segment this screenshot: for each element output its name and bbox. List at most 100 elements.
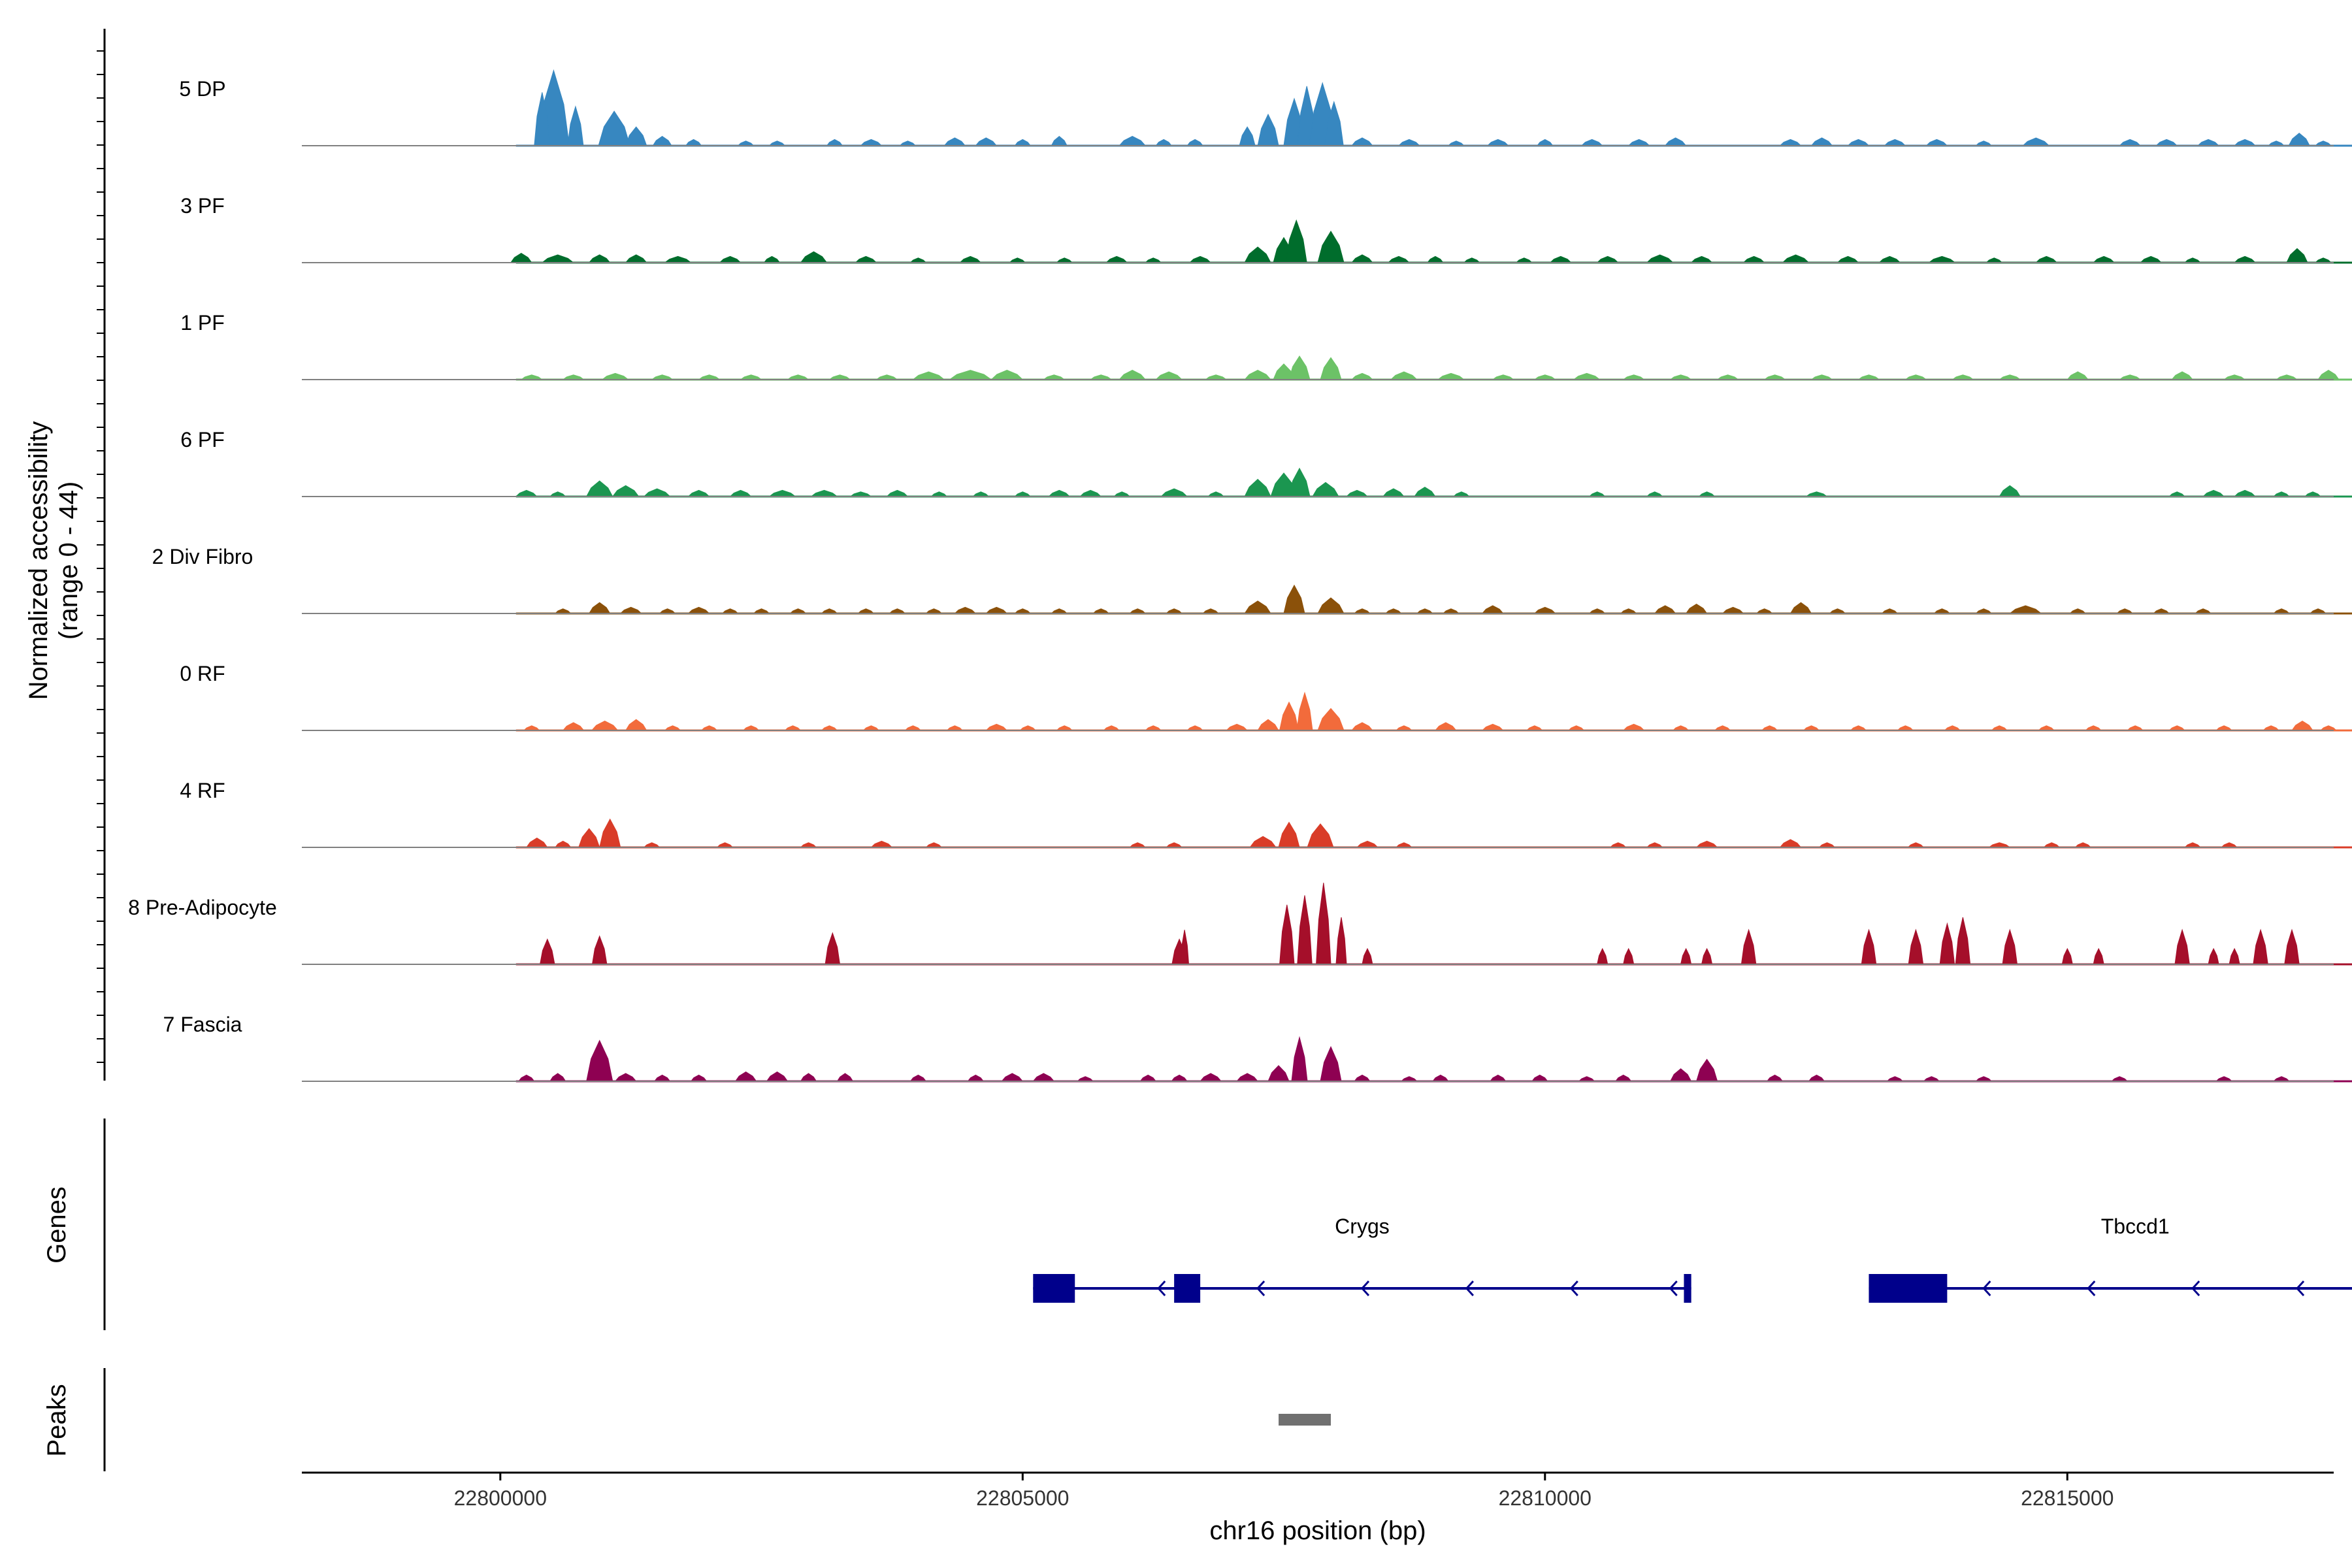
peak-regions (1279, 1414, 1331, 1426)
coverage-peak (1278, 821, 1300, 848)
track-0-rf: 0 RF (180, 662, 2352, 732)
coverage-peak (1789, 602, 1812, 614)
coverage-peak (1283, 584, 1305, 614)
coverage-peak (2174, 928, 2190, 965)
coverage-peak (1296, 691, 1313, 731)
gene-annotations: Crygs Tbccd1 (1033, 1215, 2352, 1303)
coverage-peak (2171, 371, 2194, 380)
x-tick-label: 22800000 (454, 1486, 547, 1510)
peaks-track-label: Peaks (42, 1384, 71, 1456)
track-label: 4 RF (180, 779, 225, 802)
x-tick-label: 22810000 (1499, 1486, 1592, 1510)
track-8-pre-adipocyte: 8 Pre-Adipocyte (128, 883, 2352, 966)
coverage-peak (911, 371, 945, 380)
coverage-peak (1297, 895, 1313, 965)
coverage-peak (1288, 355, 1311, 380)
strand-arrow (2296, 1280, 2305, 1297)
coverage-peak (800, 251, 828, 263)
coverage-peak (1939, 922, 1955, 965)
track-1-pf: 1 PF (180, 311, 2352, 381)
coverage-peak (1119, 136, 1147, 146)
coverage-peak (1244, 246, 1271, 263)
strand-arrow (1669, 1280, 1678, 1297)
coverage-peak (1119, 370, 1147, 380)
coverage-peak (598, 110, 630, 146)
coverage-peak (1664, 137, 1687, 146)
coverage-peak (2229, 947, 2240, 965)
coverage-peak (1312, 482, 1339, 497)
coverage-peak (1413, 487, 1436, 497)
coverage-peak (1267, 1065, 1290, 1082)
coverage-peak (539, 938, 555, 965)
gene-crygs: Crygs (1033, 1215, 1691, 1303)
coverage-peak (1779, 839, 1802, 848)
coverage-peak (1244, 600, 1271, 614)
track-2-div-fibro: 2 Div Fibro (152, 545, 2352, 615)
coverage-peak (1285, 219, 1307, 263)
coverage-peak (2061, 947, 2073, 965)
coverage-peak (1481, 605, 1504, 614)
strand-arrow (2191, 1280, 2200, 1297)
coverage-peak (586, 1039, 613, 1082)
coverage-peak (1320, 357, 1342, 380)
track-6-pf: 6 PF (180, 428, 2352, 498)
coverage-peak (1291, 1036, 1308, 1082)
x-axis-title: chr16 position (bp) (1209, 1516, 1426, 1545)
coverage-peak (1180, 930, 1190, 965)
coverage-peak (652, 135, 672, 146)
coverage-peak (625, 126, 647, 146)
coverage-peak (1244, 478, 1271, 497)
coverage-peak (1390, 371, 1418, 380)
coverage-peak (1362, 947, 1373, 965)
coverage-peak (625, 254, 647, 263)
coverage-peak (990, 370, 1024, 380)
x-axis-ticks: 22800000 22805000 22810000 22815000 (454, 1473, 2114, 1510)
coverage-peak (1320, 1045, 1342, 1082)
strand-arrow (1569, 1280, 1578, 1297)
coverage-peak (1597, 947, 1609, 965)
coverage-peak (1154, 371, 1183, 380)
coverage-peak (2022, 137, 2050, 146)
coverage-peak (766, 1071, 789, 1082)
x-tick-label: 22815000 (2021, 1486, 2114, 1510)
track-5-dp: 5 DP (179, 69, 2352, 147)
coverage-peak (1243, 370, 1272, 380)
coverage-peak (1434, 722, 1457, 731)
coverage-peak (1317, 597, 1345, 614)
coverage-peak (1279, 701, 1299, 731)
gene-tbccd1: Tbccd1 (1869, 1215, 2352, 1303)
coverage-peak (943, 137, 966, 146)
coverage-peak (1317, 708, 1345, 731)
coverage-peak (525, 838, 548, 848)
strand-arrow (1360, 1280, 1370, 1297)
gene-exon (1033, 1274, 1075, 1303)
track-label: 3 PF (180, 194, 225, 218)
coverage-peak (2253, 928, 2268, 965)
coverage-peak (1001, 1073, 1024, 1082)
track-3-pf: 3 PF (180, 194, 2352, 264)
coverage-peak (1908, 928, 1924, 965)
coverage-tracks: 5 DP 3 PF 1 PF 6 PF 2 Div Fibro 0 RF 4 RF 8 Pre… (128, 69, 2352, 1083)
strand-arrow (1465, 1280, 1474, 1297)
coverage-peak (1160, 488, 1188, 497)
coverage-peak (1335, 917, 1347, 965)
coverage-peak (562, 722, 585, 731)
coverage-peak (1861, 928, 1877, 965)
coverage-peak (1810, 137, 1833, 146)
coverage-peak (625, 719, 647, 731)
coverage-peak (2284, 928, 2300, 965)
coverage-peak (1257, 719, 1279, 731)
coverage-peak (578, 828, 600, 848)
coverage-peak (510, 253, 532, 263)
coverage-peak (1654, 605, 1676, 614)
coverage-y-ticks (97, 50, 105, 1063)
coverage-peak (1316, 883, 1331, 965)
track-label: 2 Div Fibro (152, 545, 253, 568)
coverage-peak (612, 485, 640, 497)
coverage-peak (1782, 254, 1810, 263)
gene-label: Tbccd1 (2101, 1215, 2170, 1238)
strand-arrow (1256, 1280, 1266, 1297)
coverage-peak (948, 370, 992, 380)
coverage-peak (2008, 605, 2042, 614)
track-label: 8 Pre-Adipocyte (128, 896, 277, 919)
